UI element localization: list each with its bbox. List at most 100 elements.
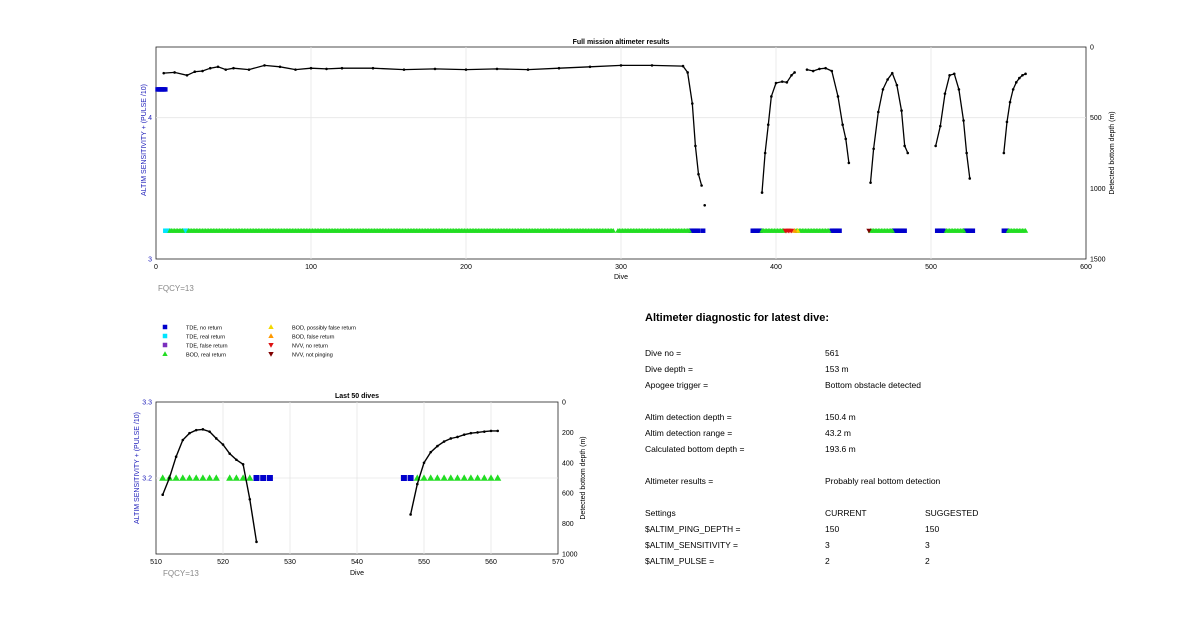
altimeter-marker <box>206 474 214 481</box>
depth-point <box>235 458 238 462</box>
depth-point <box>780 80 784 83</box>
bottom-x-label: Dive <box>350 570 364 577</box>
diag-label: Calculated bottom depth = <box>645 444 745 454</box>
diag-label: Apogee trigger = <box>645 380 709 390</box>
altimeter-marker <box>866 228 872 234</box>
altimeter-marker <box>185 474 194 481</box>
x-tick-label: 520 <box>217 559 229 566</box>
bottom-chart: TDE, no return TDE, real return TDE, false… <box>134 324 587 578</box>
altimeter-marker <box>400 475 407 481</box>
depth-point <box>952 72 956 76</box>
top-grid <box>156 47 1086 259</box>
depth-point <box>224 68 228 71</box>
x-tick-label: 550 <box>418 559 430 566</box>
depth-point <box>248 497 252 501</box>
depth-point <box>193 70 197 74</box>
depth-point <box>847 161 851 165</box>
depth-point <box>309 66 313 70</box>
depth-point <box>188 431 191 435</box>
depth-point <box>228 452 231 455</box>
setting-suggested: 3 <box>925 540 930 550</box>
legend-label: TDE, real return <box>186 335 225 341</box>
bottom-y-left-label: ALTIM SENSITIVITY + (PULSE /10) <box>134 412 141 524</box>
depth-point <box>221 443 225 446</box>
depth-point <box>168 476 171 480</box>
depth-point <box>686 71 689 74</box>
y-right-tick-label: 0 <box>1090 45 1094 52</box>
altimeter-marker <box>970 228 976 233</box>
x-tick-label: 570 <box>552 559 564 566</box>
altimeter-marker <box>788 228 795 234</box>
depth-point <box>409 513 412 516</box>
legend-marker <box>162 351 168 357</box>
depth-line <box>163 64 703 186</box>
top-marks <box>155 64 1029 234</box>
depth-point <box>161 493 164 497</box>
depth-point <box>830 69 834 73</box>
y-right-tick-label: 1000 <box>562 552 578 559</box>
legend-label: BOD, possibly false return <box>292 326 356 332</box>
diag-row-apogee-trigger: Apogee trigger = Bottom obstacle detecte… <box>645 380 1185 392</box>
legend-label: BOD, false return <box>292 335 335 341</box>
altimeter-marker <box>467 474 475 481</box>
altimeter-marker <box>460 474 468 481</box>
depth-point <box>957 88 961 91</box>
x-tick-label: 200 <box>460 264 472 271</box>
altimeter-marker <box>960 228 967 233</box>
depth-point <box>495 67 499 71</box>
depth-point <box>174 455 178 459</box>
legend-label: NVV, not pinging <box>292 353 333 359</box>
depth-point <box>181 438 185 442</box>
top-fqcy-label: FQCY=13 <box>158 284 194 293</box>
depth-point <box>173 71 176 74</box>
depth-point <box>208 66 212 70</box>
top-plot-area <box>155 46 1087 260</box>
depth-point <box>1011 88 1015 91</box>
y-right-tick-label: 600 <box>562 491 574 498</box>
depth-point <box>1014 81 1018 84</box>
depth-point <box>476 431 479 434</box>
depth-point <box>681 64 685 68</box>
diag-value: 153 m <box>825 364 849 374</box>
bottom-fqcy-label: FQCY=13 <box>163 569 199 578</box>
diag-value: 150.4 m <box>825 412 856 422</box>
diag-row-dive-depth: Dive depth = 153 m <box>645 364 1185 376</box>
depth-point <box>793 71 796 74</box>
altimeter-marker <box>163 87 168 92</box>
altimeter-marker <box>179 228 186 233</box>
y-right-tick-label: 500 <box>1090 115 1102 122</box>
x-tick-label: 510 <box>150 559 162 566</box>
diagnostic-title: Altimeter diagnostic for latest dive: <box>645 312 829 324</box>
x-tick-label: 400 <box>770 264 782 271</box>
setting-suggested: 2 <box>925 556 930 566</box>
bottom-y-right-label: Detected bottom depth (m) <box>580 436 587 519</box>
altimeter-marker <box>184 228 190 233</box>
depth-point <box>906 151 910 155</box>
depth-point <box>185 73 189 77</box>
altimeter-marker <box>159 474 167 481</box>
depth-point <box>962 119 965 122</box>
x-tick-label: 300 <box>615 264 627 271</box>
x-tick-label: 540 <box>351 559 363 566</box>
y-left-tick-label: 3.3 <box>142 400 152 407</box>
depth-point <box>948 73 951 77</box>
top-y-left-label: ALTIM SENSITIVITY + (PULSE /10) <box>141 84 148 196</box>
setting-row-pulse: $ALTIM_PULSE = 2 2 <box>645 556 1185 568</box>
depth-point <box>294 68 297 71</box>
depth-point <box>1005 120 1009 124</box>
altimeter-marker <box>487 474 495 481</box>
legend-marker <box>268 333 274 339</box>
altimeter-marker <box>246 474 254 481</box>
altimeter-marker <box>179 474 187 481</box>
altimeter-marker <box>826 228 832 233</box>
depth-point <box>201 69 204 73</box>
diag-row-altimeter-results: Altimeter results = Probably real bottom… <box>645 476 1185 488</box>
depth-point <box>811 69 815 73</box>
depth-point <box>162 71 166 75</box>
depth-point <box>965 151 968 155</box>
top-y-left-ticks: 34 <box>148 115 152 263</box>
diag-label: Altim detection range = <box>645 428 733 438</box>
setting-current: 150 <box>825 524 840 534</box>
altimeter-marker <box>253 475 260 481</box>
altimeter-marker <box>474 474 482 481</box>
